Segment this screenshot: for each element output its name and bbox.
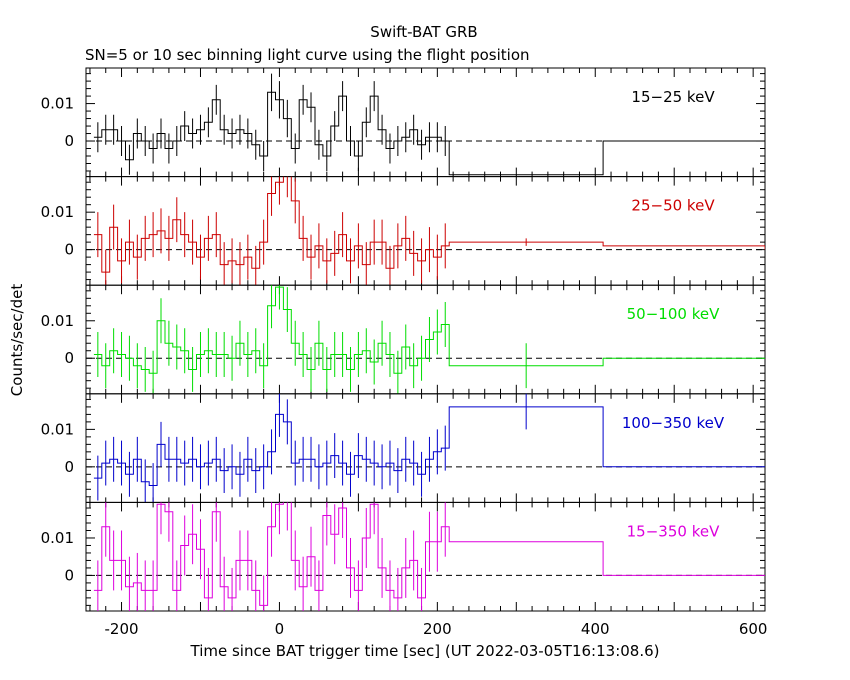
band-label: 25−50 keV [631, 197, 715, 215]
panel-5: 0 0.01 15−350 keV [41, 501, 766, 612]
panel-1: 0 0.01 15−25 keV [41, 67, 766, 178]
band-label: 15−25 keV [631, 88, 715, 106]
x-tick-label: 400 [581, 620, 610, 638]
y-tick-label: 0.01 [41, 95, 74, 113]
y-axis-label: Counts/sec/det [8, 284, 26, 397]
panel-frame [85, 501, 766, 612]
series-1 [93, 73, 765, 176]
x-tick-label: -200 [105, 620, 139, 638]
x-axis-label: Time since BAT trigger time [sec] (UT 20… [190, 642, 660, 660]
band-label: 100−350 keV [622, 414, 725, 432]
series-2 [93, 176, 765, 286]
series-line [93, 502, 765, 606]
panel-frame [85, 393, 766, 503]
panel-3: 0 0.01 50−100 keV [41, 284, 766, 395]
y-tick-label: 0 [64, 132, 74, 150]
y-tick-label: 0.01 [41, 203, 74, 221]
series-4 [93, 393, 765, 503]
panel-frame [85, 67, 766, 178]
y-tick-label: 0.01 [41, 529, 74, 547]
series-3 [93, 285, 765, 394]
x-tick-label: 0 [275, 620, 285, 638]
band-label: 50−100 keV [627, 305, 720, 323]
panel-4: 0 0.01 100−350 keV [41, 393, 766, 503]
y-tick-label: 0.01 [41, 420, 74, 438]
y-tick-label: 0.01 [41, 312, 74, 330]
chart-subtitle: SN=5 or 10 sec binning light curve using… [85, 46, 530, 64]
panel-frame [85, 176, 766, 286]
y-tick-label: 0 [64, 349, 74, 367]
band-label: 15−350 keV [627, 522, 720, 540]
y-tick-label: 0 [64, 458, 74, 476]
series-5 [93, 502, 765, 611]
x-tick-label: 200 [423, 620, 452, 638]
x-tick-label: 600 [739, 620, 768, 638]
panel-2: 0 0.01 25−50 keV [41, 176, 766, 286]
y-tick-label: 0 [64, 241, 74, 259]
y-tick-label: 0 [64, 566, 74, 584]
chart-title: Swift-BAT GRB [370, 23, 477, 41]
panels: 0 0.01 15−25 keV 0 0.01 25−50 keV 0 0.01 50−100 … [41, 67, 768, 638]
